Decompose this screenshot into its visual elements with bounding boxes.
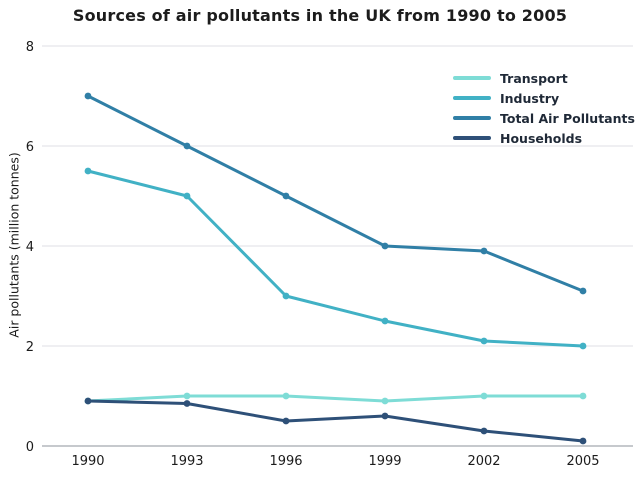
legend-swatch-industry [453,96,491,100]
legend-item-total-air-pollutants: Total Air Pollutants [453,108,635,128]
data-point-transport [282,392,290,400]
series-line-total-air-pollutants [86,94,585,293]
data-point-industry [381,317,389,325]
data-point-total-air-pollutants [480,247,488,255]
legend-item-households: Households [453,128,635,148]
data-point-households [480,427,488,435]
data-point-households [381,412,389,420]
data-point-total-air-pollutants [84,92,92,100]
data-point-industry [183,192,191,200]
data-point-households [84,397,92,405]
y-tick-label: 6 [26,140,34,155]
data-point-industry [84,167,92,175]
x-tick-label: 1996 [269,454,302,469]
data-point-households [579,437,587,445]
chart-title: Sources of air pollutants in the UK from… [72,6,568,25]
x-tick-label: 2005 [566,454,599,469]
x-tick-label: 1999 [368,454,401,469]
data-point-industry [480,337,488,345]
data-point-households [183,400,191,407]
data-point-transport [579,392,587,400]
legend-label-transport: Transport [500,70,568,86]
series-line-industry [86,169,585,348]
series-line-households [86,399,585,443]
legend-label-total-air-pollutants: Total Air Pollutants [500,110,635,126]
legend-label-households: Households [500,130,583,146]
legend-swatch-households [453,136,491,140]
data-point-total-air-pollutants [183,142,191,150]
data-point-transport [480,392,488,400]
legend-item-transport: Transport [453,68,635,88]
legend-item-industry: Industry [453,88,635,108]
data-point-total-air-pollutants [282,192,290,200]
data-point-industry [282,292,290,300]
y-tick-label: 4 [26,240,34,255]
x-tick-label: 1993 [170,454,203,469]
legend-label-industry: Industry [500,90,560,106]
legend-swatch-transport [453,76,491,80]
data-point-total-air-pollutants [381,242,389,250]
legend-swatch-total-air-pollutants [453,116,491,120]
series-line-transport [86,394,585,403]
data-point-industry [579,342,587,350]
data-point-transport [381,397,389,405]
data-point-total-air-pollutants [579,287,587,295]
x-tick-label: 1990 [71,454,104,469]
legend: Transport Industry Total Air Pollutants … [453,68,635,148]
y-tick-label: 8 [26,40,34,55]
data-point-households [282,417,290,425]
x-tick-label: 2002 [467,454,500,469]
data-point-transport [183,392,191,400]
y-tick-label: 0 [26,440,34,455]
y-tick-label: 2 [26,340,34,355]
